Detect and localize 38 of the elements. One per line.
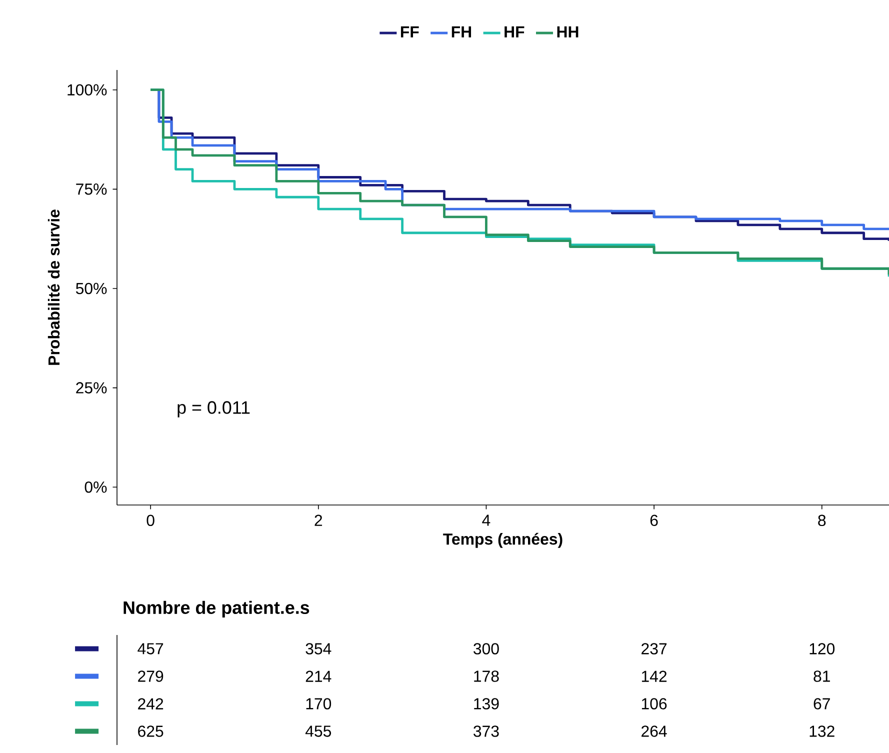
y-tick-label: 100% xyxy=(68,84,107,96)
x-tick-label: 8 xyxy=(818,514,826,526)
text: 279 xyxy=(138,670,164,682)
text: 178 xyxy=(474,670,499,682)
x-tick-label: 6 xyxy=(650,514,658,526)
text: 457 xyxy=(138,643,164,654)
text: 237 xyxy=(642,643,667,654)
y-tick-label: 25% xyxy=(76,382,107,394)
text: 142 xyxy=(642,670,667,682)
text: 81 xyxy=(814,670,830,682)
x-tick-label: 0 xyxy=(146,514,154,526)
text: Nombre de patient.e.s xyxy=(124,600,310,618)
legend-label: FF xyxy=(400,26,419,38)
legend-label: HH xyxy=(557,26,578,38)
legend-label: FH xyxy=(452,26,472,38)
text: 132 xyxy=(810,726,834,737)
text: 455 xyxy=(305,726,332,737)
text: 354 xyxy=(306,643,332,654)
y-axis-title: Probabilité de survie xyxy=(48,210,60,365)
text: 170 xyxy=(306,698,332,710)
text: 139 xyxy=(474,698,499,710)
text: 120 xyxy=(810,643,835,654)
text: 300 xyxy=(474,643,499,654)
text: 214 xyxy=(306,670,332,682)
text: 264 xyxy=(642,726,667,737)
x-axis-title: Temps (années) xyxy=(443,532,562,548)
text: 373 xyxy=(474,726,499,737)
annotation: p = 0.011 xyxy=(178,401,250,418)
text: 625 xyxy=(138,726,164,737)
y-tick-label: 75% xyxy=(76,184,107,195)
text: 106 xyxy=(642,698,667,710)
y-tick-label: 50% xyxy=(76,282,107,294)
y-tick-label: 0% xyxy=(84,481,107,493)
x-tick-label: 4 xyxy=(482,514,490,526)
text: 242 xyxy=(138,698,164,710)
text: 67 xyxy=(814,698,830,710)
x-tick-label: 2 xyxy=(314,514,322,526)
legend-label: HF xyxy=(504,26,524,38)
